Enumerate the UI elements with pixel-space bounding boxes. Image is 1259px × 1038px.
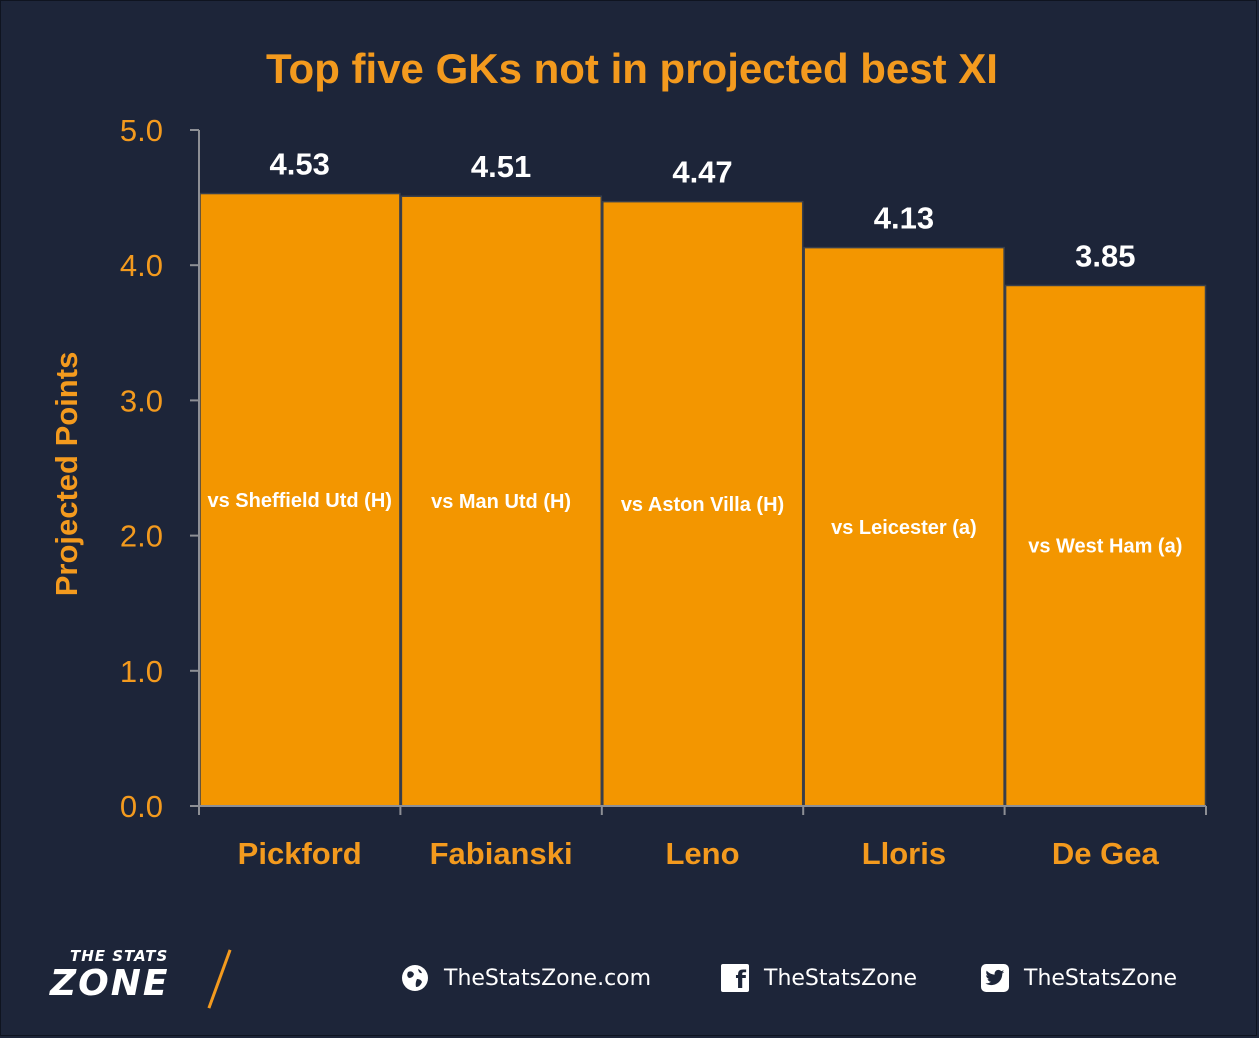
- y-tick-label: 1.0: [120, 654, 163, 689]
- data-label: 4.13: [874, 201, 934, 236]
- twitter-icon: [980, 963, 1010, 993]
- x-tick-label: Pickford: [238, 836, 362, 871]
- fixture-label: vs Leicester (a): [831, 517, 977, 539]
- facebook-text: TheStatsZone: [764, 965, 918, 991]
- facebook-icon: f: [720, 963, 750, 993]
- data-label: 4.51: [471, 149, 531, 184]
- brand-main-text: ZONE: [50, 963, 170, 1004]
- x-tick-label: Leno: [665, 836, 739, 871]
- fixture-label: vs Sheffield Utd (H): [207, 490, 391, 512]
- x-tick-label: Fabianski: [430, 836, 573, 871]
- data-label: 4.47: [672, 155, 732, 190]
- brand-top-text: THE STATS: [70, 947, 169, 965]
- x-tick-label: De Gea: [1052, 836, 1160, 871]
- y-tick-label: 3.0: [120, 383, 163, 418]
- bar-leno: [602, 200, 804, 807]
- y-tick-label: 4.0: [120, 248, 163, 283]
- chart-title: Top five GKs not in projected best XI: [266, 45, 998, 92]
- globe-icon: [400, 963, 430, 993]
- bar-fabianski: [400, 195, 603, 807]
- data-label: 4.53: [270, 147, 330, 182]
- logo-slash: [207, 949, 232, 1009]
- x-tick-label: Lloris: [862, 836, 946, 871]
- y-tick-label: 5.0: [120, 113, 163, 148]
- footer: THE STATS ZONE TheStatsZone.com f TheSta…: [0, 935, 1259, 1025]
- y-tick-label: 0.0: [120, 789, 163, 824]
- twitter-text: TheStatsZone: [1024, 965, 1178, 991]
- y-tick-label: 2.0: [120, 519, 163, 554]
- bar-pickford: [199, 192, 401, 807]
- bar-de-gea: [1004, 284, 1207, 807]
- y-axis-label: Projected Points: [49, 352, 84, 597]
- data-label: 3.85: [1075, 238, 1135, 273]
- bar-chart: Top five GKs not in projected best XI Pr…: [49, 45, 1207, 871]
- fixture-label: vs West Ham (a): [1028, 536, 1182, 558]
- website-link[interactable]: TheStatsZone.com: [400, 961, 651, 995]
- facebook-link[interactable]: f TheStatsZone: [720, 961, 917, 995]
- plot-area: 0.0 1.0 2.0 3.0 4.0 5.0 4.53 Pickford vs Sheffie…: [120, 113, 1207, 871]
- website-text: TheStatsZone.com: [444, 965, 652, 991]
- fixture-label: vs Man Utd (H): [431, 491, 571, 513]
- brand-logo: THE STATS ZONE: [50, 943, 265, 1013]
- twitter-link[interactable]: TheStatsZone: [980, 961, 1177, 995]
- fixture-label: vs Aston Villa (H): [621, 494, 784, 516]
